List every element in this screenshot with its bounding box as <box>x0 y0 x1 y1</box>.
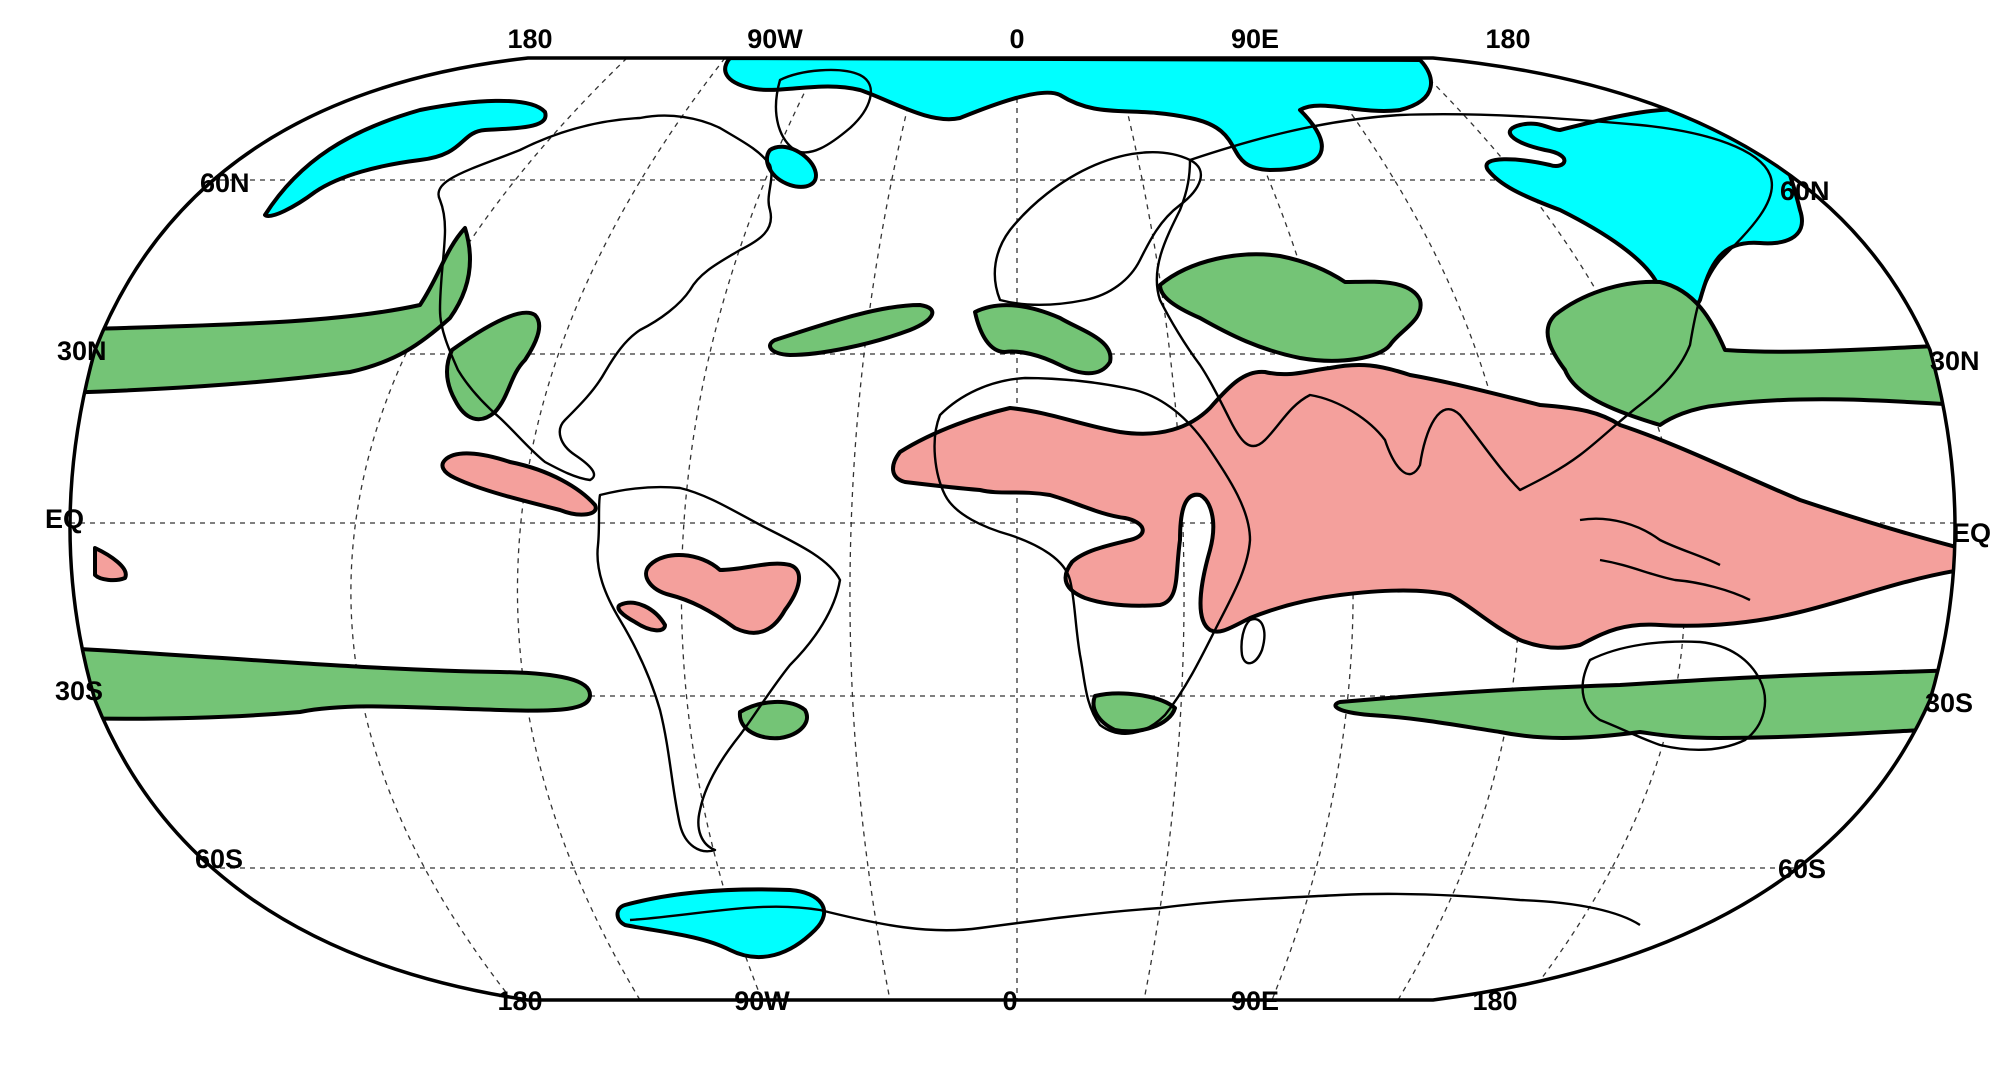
lon-label-bottom-90e: 90E <box>1231 986 1279 1016</box>
green-region-north-atlantic <box>768 303 935 357</box>
lon-label-bottom-180e: 180 <box>1472 986 1517 1016</box>
lat-label-right-eq: EQ <box>1952 518 1991 548</box>
lat-label-left-60s: 60S <box>195 844 243 874</box>
coastline-north-america <box>437 114 773 482</box>
lon-label-bottom-180w: 180 <box>497 986 542 1016</box>
longitude-labels-bottom: 180 90W 0 90E 180 <box>497 986 1517 1016</box>
coastline-greenland <box>774 68 872 154</box>
lon-label-top-90w: 90W <box>747 24 803 54</box>
cyan-region-arctic-atlantic <box>723 58 1433 172</box>
coastlines <box>437 68 1773 932</box>
lat-label-left-30n: 30N <box>57 336 107 366</box>
lon-label-top-90e: 90E <box>1231 24 1279 54</box>
lon-label-top-0: 0 <box>1009 24 1024 54</box>
coastline-europe <box>993 151 1202 307</box>
latitude-labels-left: 60N 30N EQ 30S 60S <box>45 168 250 874</box>
latitude-labels-right: 60N 30N EQ 30S 60S <box>1778 176 1991 884</box>
lon-label-top-180w: 180 <box>507 24 552 54</box>
coastline-australia <box>1581 640 1767 751</box>
lon-label-bottom-0: 0 <box>1002 986 1017 1016</box>
cyan-regions <box>263 58 1804 959</box>
lat-label-right-30s: 30S <box>1925 688 1973 718</box>
pink-region-amazon <box>644 553 801 635</box>
green-region-east-asia-pacific <box>1545 279 1955 427</box>
cyan-region-alaska <box>263 98 548 219</box>
gridline-30e <box>1113 58 1185 1000</box>
coastline-asia <box>1155 113 1773 492</box>
cyan-region-antarctic <box>615 887 827 959</box>
map-interior <box>70 58 1955 1000</box>
pink-region-africa-indo-pacific <box>891 362 1955 650</box>
coastline-southeast-asia-islands <box>1579 517 1751 602</box>
map-frame <box>68 56 1957 1002</box>
pink-region-peru <box>616 600 667 633</box>
lat-label-left-eq: EQ <box>45 504 84 534</box>
lon-label-bottom-90w: 90W <box>734 986 790 1016</box>
pink-region-east-pacific <box>440 451 598 517</box>
coastline-antarctica <box>629 892 1641 932</box>
coastline-south-america <box>596 485 842 853</box>
longitude-labels-top: 180 90W 0 90E 180 <box>507 24 1530 54</box>
lon-label-top-180e: 180 <box>1485 24 1530 54</box>
lat-label-right-60n: 60N <box>1780 176 1830 206</box>
green-region-mediterranean <box>973 303 1113 376</box>
green-region-central-asia <box>1158 252 1423 363</box>
gridline-120w <box>350 58 628 1000</box>
lat-label-right-30n: 30N <box>1930 346 1980 376</box>
coastline-africa <box>933 376 1252 735</box>
lat-label-left-30s: 30S <box>55 676 103 706</box>
green-region-south-africa <box>1091 691 1177 734</box>
pink-regions <box>93 362 1955 650</box>
pink-region-west-pacific-edge <box>93 546 128 583</box>
lat-label-right-60s: 60S <box>1778 854 1826 884</box>
gridline-90w <box>516 58 726 1000</box>
gridline-30w <box>849 58 921 1000</box>
coastline-madagascar <box>1240 617 1266 665</box>
green-region-south-pacific <box>70 646 592 721</box>
gridline-60w <box>680 58 823 1000</box>
green-region-mexico <box>445 310 542 422</box>
green-region-south-indian-pacific <box>1333 668 1955 740</box>
lat-label-left-60n: 60N <box>200 168 250 198</box>
green-regions <box>70 226 1955 741</box>
green-region-north-pacific <box>70 226 472 395</box>
